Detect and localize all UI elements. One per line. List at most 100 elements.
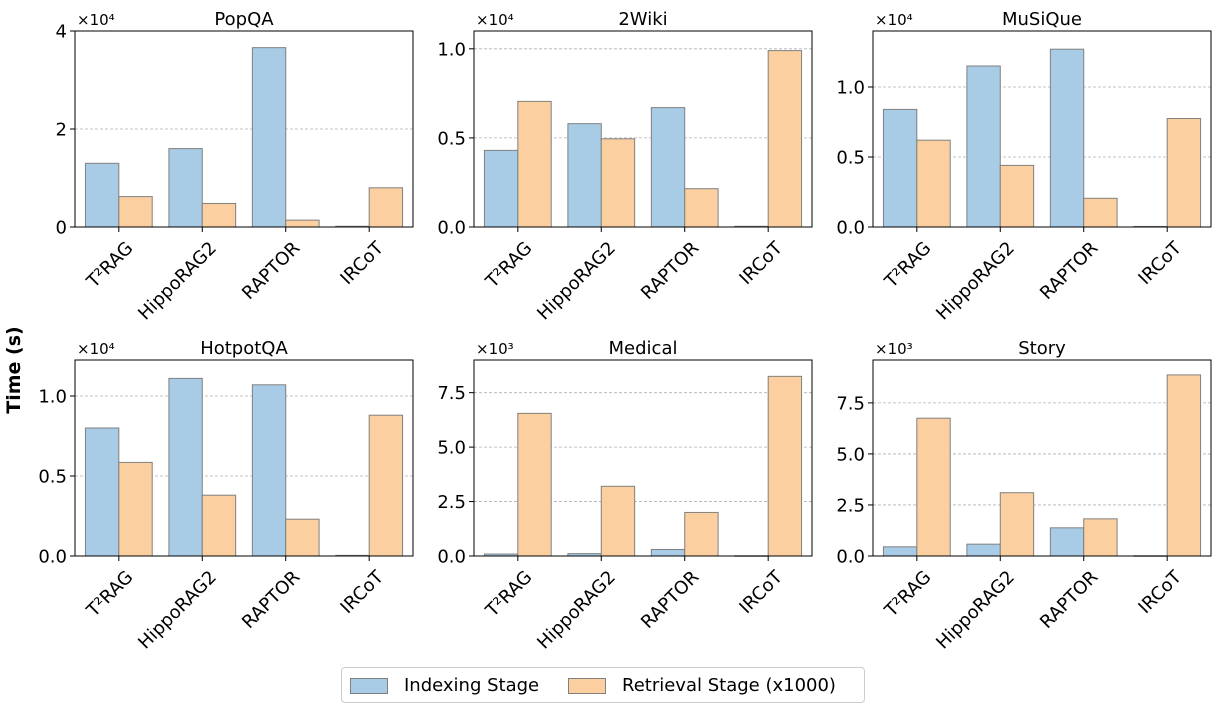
bar-retrieval [600,485,636,557]
bar-retrieval [285,518,320,557]
subplot-title: PopQA [214,9,274,30]
x-tick-label: IRCoT [736,566,788,618]
x-tick-label: T²RAG [82,238,137,293]
y-tick-label: 0.0 [437,547,466,568]
bar-retrieval [517,412,552,557]
y-scale-factor: ×10⁴ [77,340,115,358]
bar-indexing [882,546,918,557]
axes-frame [473,359,813,557]
bar-indexing [966,543,1001,557]
axes-frame [473,30,813,228]
y-tick-label: 1.0 [836,78,865,99]
y-tick-label: 2.5 [836,495,865,516]
legend: Indexing Stage Retrieval Stage (x1000) [341,667,865,703]
bar-retrieval [999,164,1035,228]
bar-indexing [1049,48,1085,228]
x-tick-label: IRCoT [337,566,389,618]
bar-retrieval [1083,518,1118,557]
bar-indexing [882,108,918,228]
y-tick-label: 0.0 [437,218,466,239]
bar-indexing [966,65,1001,228]
y-scale-factor: ×10⁴ [77,11,115,29]
bar-retrieval [201,494,237,557]
y-tick-label: 0.0 [836,547,865,568]
y-tick-label: 1.0 [38,387,67,408]
y-tick-label: 2.5 [437,492,466,513]
axes-frame [872,30,1212,228]
y-tick-label: 0.5 [836,148,865,169]
bar-indexing [168,377,203,557]
y-tick-label: 0.5 [38,467,67,488]
bar-indexing [251,47,287,228]
bar-retrieval [600,138,636,228]
bar-retrieval [285,219,320,228]
x-tick-label: T²RAG [481,567,536,622]
y-tick-label: 5.0 [836,444,865,465]
bar-retrieval [368,187,404,228]
bar-indexing [567,123,602,228]
y-scale-factor: ×10³ [875,340,913,358]
x-tick-label: HippoRAG2 [932,567,1019,654]
x-tick-label: RAPTOR [238,238,304,304]
x-tick-label: RAPTOR [1036,567,1102,633]
x-tick-label: HippoRAG2 [134,238,221,325]
x-tick-label: RAPTOR [637,238,703,304]
bar-retrieval [999,492,1035,557]
legend-label-indexing: Indexing Stage [404,675,540,696]
x-tick-label: HippoRAG2 [533,238,620,325]
bar-indexing [251,384,287,557]
bar-retrieval [684,511,719,557]
x-tick-label: IRCoT [1135,237,1187,289]
y-scale-factor: ×10⁴ [476,11,514,29]
bar-retrieval [767,50,803,228]
bar-retrieval [201,202,237,228]
bar-retrieval [767,375,803,557]
x-tick-label: RAPTOR [637,567,703,633]
x-tick-label: IRCoT [736,237,788,289]
x-tick-label: T²RAG [880,567,935,622]
x-tick-label: HippoRAG2 [932,238,1019,325]
bar-indexing [650,548,686,557]
x-tick-label: T²RAG [880,238,935,293]
bar-retrieval [1166,118,1202,228]
y-tick-label: 7.5 [437,383,466,404]
bar-indexing [483,149,519,228]
legend-swatch-indexing [350,677,388,694]
axes-frame [74,30,414,228]
y-tick-label: 0 [56,218,67,239]
x-tick-label: HippoRAG2 [533,567,620,654]
x-tick-label: HippoRAG2 [134,567,221,654]
y-tick-label: 7.5 [836,393,865,414]
bar-retrieval [368,414,404,557]
y-tick-label: 0.0 [38,547,67,568]
legend-item-retrieval: Retrieval Stage (x1000) [568,675,836,696]
subplot-title: MuSiQue [1002,9,1082,30]
legend-swatch-retrieval [568,677,606,694]
y-tick-label: 1.0 [437,39,466,60]
subplot-title: 2Wiki [618,9,667,30]
subplot-title: Medical [609,338,678,359]
y-tick-label: 2 [56,120,67,141]
y-scale-factor: ×10⁴ [875,11,913,29]
legend-item-indexing: Indexing Stage [350,675,539,696]
bar-retrieval [118,461,153,557]
bar-retrieval [517,100,552,228]
bar-indexing [84,427,120,557]
y-tick-label: 5.0 [437,438,466,459]
bar-retrieval [1166,374,1202,557]
y-scale-factor: ×10³ [476,340,514,358]
bar-retrieval [916,139,951,228]
bar-retrieval [118,196,153,228]
bar-retrieval [684,188,719,228]
bar-retrieval [1083,197,1118,228]
bar-retrieval [916,417,951,557]
x-tick-label: IRCoT [337,237,389,289]
x-tick-label: RAPTOR [238,567,304,633]
x-tick-label: IRCoT [1135,566,1187,618]
bar-indexing [168,148,203,228]
